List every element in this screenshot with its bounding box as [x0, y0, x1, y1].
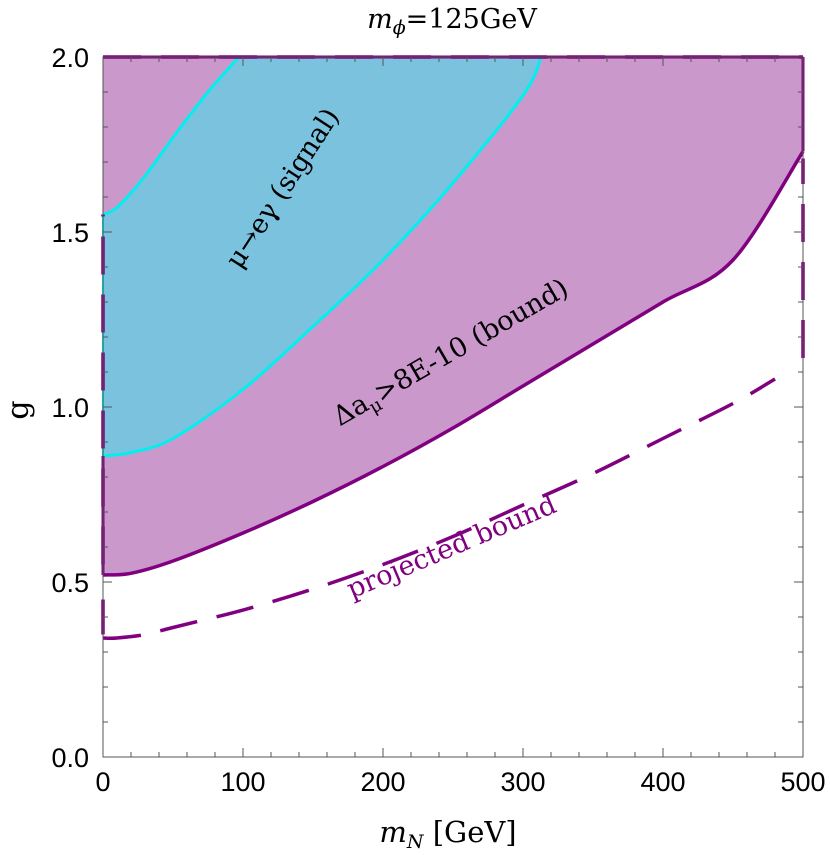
annotation-projected-text: projected bound: [342, 489, 561, 605]
y-tick-label: 1.0: [51, 393, 89, 423]
y-tick-label: 1.5: [51, 218, 89, 248]
y-tick-label: 2.0: [51, 43, 89, 73]
annotation-projected: projected bound: [342, 489, 561, 605]
title-subscript: ϕ: [393, 17, 406, 39]
xlabel-subscript: N: [406, 831, 425, 853]
x-tick-label: 0: [95, 767, 110, 797]
signal-region: [103, 57, 542, 456]
chart-title: mϕ=125GeV: [367, 4, 537, 39]
title-rest: =125GeV: [406, 4, 538, 35]
title-symbol: m: [367, 4, 393, 35]
y-tick-label: 0.5: [51, 568, 89, 598]
x-tick-label: 500: [780, 767, 825, 797]
signal-lower-line: [102, 56, 543, 458]
y-tick-label: 0.0: [51, 743, 89, 773]
projected-bound-line: [102, 377, 776, 641]
bound-line: [102, 150, 805, 577]
plot-regions: [103, 57, 803, 575]
signal-upper-line: [102, 56, 240, 216]
axis-ticks: 0 100 200 300 400 500 0.0 0.5 1.0 1.5 2.0: [51, 43, 825, 797]
x-tick-label: 300: [500, 767, 545, 797]
xlabel-symbol: m: [379, 815, 407, 849]
x-axis-label: mN [GeV]: [379, 815, 516, 853]
x-tick-label: 200: [360, 767, 405, 797]
xlabel-rest: [GeV]: [424, 815, 517, 849]
x-tick-label: 100: [220, 767, 265, 797]
y-axis-label: g: [1, 400, 36, 419]
x-tick-label: 400: [640, 767, 685, 797]
